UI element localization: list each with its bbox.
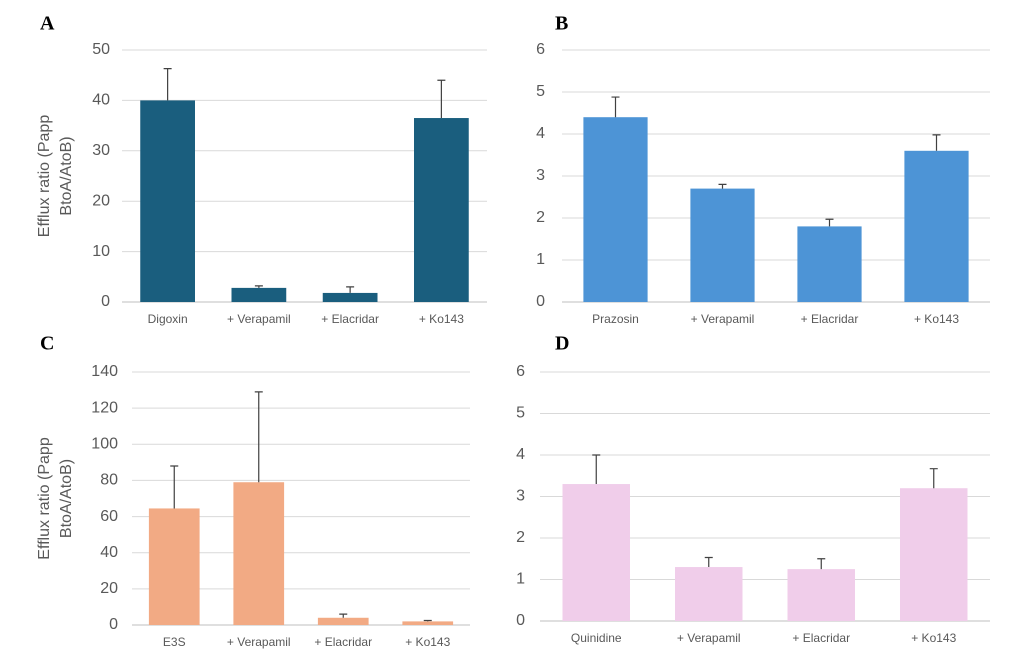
- bar: [231, 287, 287, 302]
- bar: [233, 482, 285, 625]
- x-tick-label: E3S: [163, 635, 186, 649]
- error-bar: [929, 468, 938, 489]
- y-tick-label: 140: [91, 363, 118, 380]
- x-tick-label: + Elacridar: [314, 635, 372, 649]
- panel-label: B: [555, 13, 568, 35]
- panel-label: D: [555, 333, 569, 355]
- error-bar: [718, 183, 727, 189]
- bar: [414, 118, 469, 302]
- y-tick-label: 80: [100, 472, 118, 489]
- bar: [787, 569, 855, 621]
- x-tick-label: + Elacridar: [321, 312, 379, 326]
- x-tick-label: + Ko143: [405, 635, 450, 649]
- y-tick-label: 60: [100, 508, 118, 525]
- error-bar: [611, 96, 620, 118]
- bar: [675, 567, 743, 621]
- x-tick-label: Prazosin: [592, 312, 639, 326]
- y-tick-label: 40: [100, 544, 118, 561]
- y-tick-label: 6: [516, 363, 525, 380]
- y-tick-label: 2: [536, 209, 545, 226]
- bar: [904, 150, 969, 302]
- y-axis-label: BtoA/AtoB): [58, 459, 75, 538]
- y-tick-label: 6: [536, 41, 545, 58]
- bar: [148, 508, 200, 625]
- bar: [402, 621, 454, 625]
- error-bar: [339, 613, 348, 618]
- y-tick-label: 3: [536, 167, 545, 184]
- y-tick-label: 3: [516, 488, 525, 505]
- y-axis-label: Efflux ratio (Papp: [36, 437, 53, 560]
- y-tick-label: 5: [516, 405, 525, 422]
- x-tick-label: + Verapamil: [677, 631, 741, 645]
- y-axis-label: BtoA/AtoB): [58, 136, 75, 215]
- y-tick-label: 120: [91, 399, 118, 416]
- y-tick-label: 0: [109, 616, 118, 633]
- bar: [322, 292, 378, 302]
- bar: [797, 226, 862, 302]
- y-axis-label: Efflux ratio (Papp: [36, 115, 53, 238]
- bar: [690, 188, 755, 302]
- y-tick-label: 2: [516, 529, 525, 546]
- error-bar: [592, 454, 601, 485]
- y-tick-label: 4: [516, 446, 525, 463]
- x-tick-label: + Elacridar: [792, 631, 850, 645]
- error-bar: [704, 556, 713, 568]
- y-tick-label: 20: [100, 580, 118, 597]
- x-tick-label: + Verapamil: [227, 635, 291, 649]
- bar: [562, 484, 630, 621]
- y-tick-label: 50: [92, 41, 110, 58]
- error-bar: [825, 218, 834, 227]
- bar: [583, 117, 648, 302]
- y-tick-label: 40: [92, 92, 110, 109]
- error-bar: [346, 286, 355, 293]
- bar: [140, 100, 195, 303]
- error-bar: [254, 285, 263, 288]
- y-tick-label: 4: [536, 125, 545, 142]
- x-tick-label: + Verapamil: [227, 312, 291, 326]
- bar: [900, 488, 968, 621]
- panel-label: C: [40, 333, 54, 355]
- y-tick-label: 100: [91, 436, 118, 453]
- x-tick-label: Quinidine: [571, 631, 622, 645]
- bar: [317, 617, 369, 625]
- x-tick-label: + Ko143: [419, 312, 464, 326]
- y-tick-label: 30: [92, 142, 110, 159]
- y-tick-label: 20: [92, 192, 110, 209]
- y-tick-label: 1: [536, 251, 545, 268]
- y-tick-label: 0: [536, 293, 545, 310]
- x-tick-label: + Elacridar: [801, 312, 859, 326]
- y-tick-label: 1: [516, 571, 525, 588]
- x-tick-label: + Ko143: [911, 631, 956, 645]
- error-bar: [423, 619, 432, 622]
- y-tick-label: 5: [536, 83, 545, 100]
- error-bar: [254, 391, 263, 483]
- error-bar: [170, 465, 179, 509]
- x-tick-label: + Verapamil: [691, 312, 755, 326]
- error-bar: [932, 134, 941, 151]
- panel-label: A: [40, 13, 55, 35]
- y-tick-label: 0: [101, 293, 110, 310]
- x-tick-label: + Ko143: [914, 312, 959, 326]
- x-tick-label: Digoxin: [148, 312, 188, 326]
- y-tick-label: 0: [516, 612, 525, 629]
- error-bar: [163, 68, 172, 101]
- y-tick-label: 10: [92, 243, 110, 260]
- error-bar: [817, 558, 826, 570]
- error-bar: [437, 79, 446, 119]
